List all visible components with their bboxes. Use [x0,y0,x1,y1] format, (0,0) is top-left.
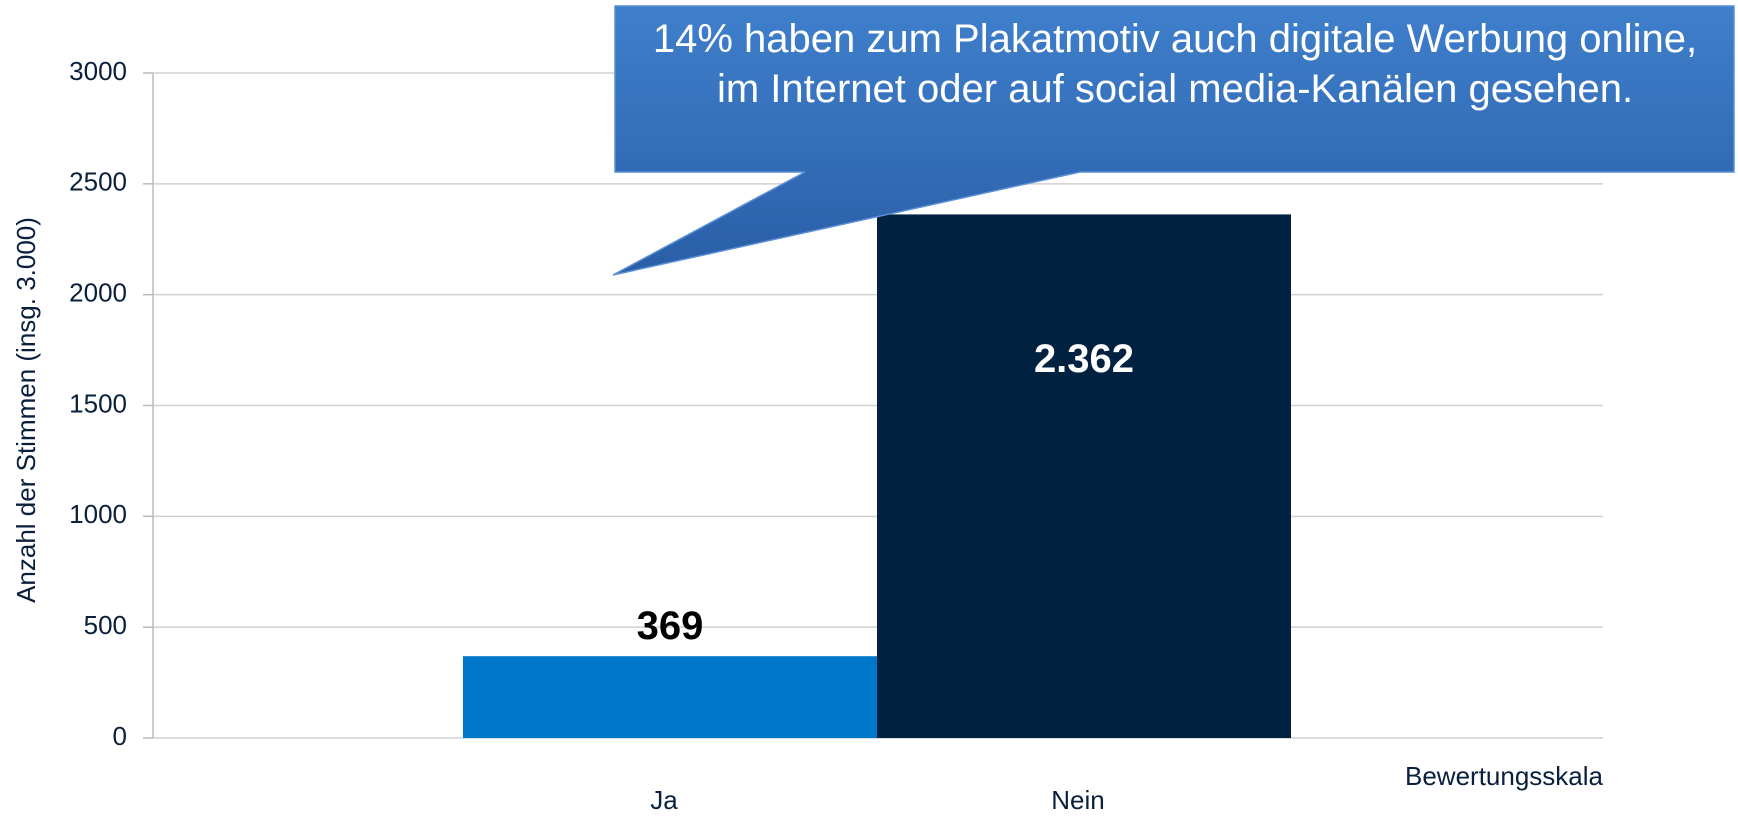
y-tick-label: 1000 [69,499,127,529]
bar [463,656,877,738]
data-label: 369 [637,604,704,648]
x-axis-label: Bewertungsskala [1405,761,1604,791]
bar [877,214,1291,738]
y-tick-label: 2000 [69,278,127,308]
y-tick-label: 2500 [69,167,127,197]
callout-text: 14% haben zum Plakatmotiv auch digitale … [652,17,1698,111]
callout [612,5,1735,276]
x-tick-label: Nein [1051,785,1104,815]
x-tick-label: Ja [650,785,678,815]
y-tick-label: 3000 [69,56,127,86]
data-label: 2.362 [1034,337,1134,381]
y-tick-label: 1500 [69,388,127,418]
y-tick-label: 0 [113,721,127,751]
y-tick-label: 500 [84,610,127,640]
y-axis-label: Anzahl der Stimmen (insg. 3.000) [11,217,41,603]
